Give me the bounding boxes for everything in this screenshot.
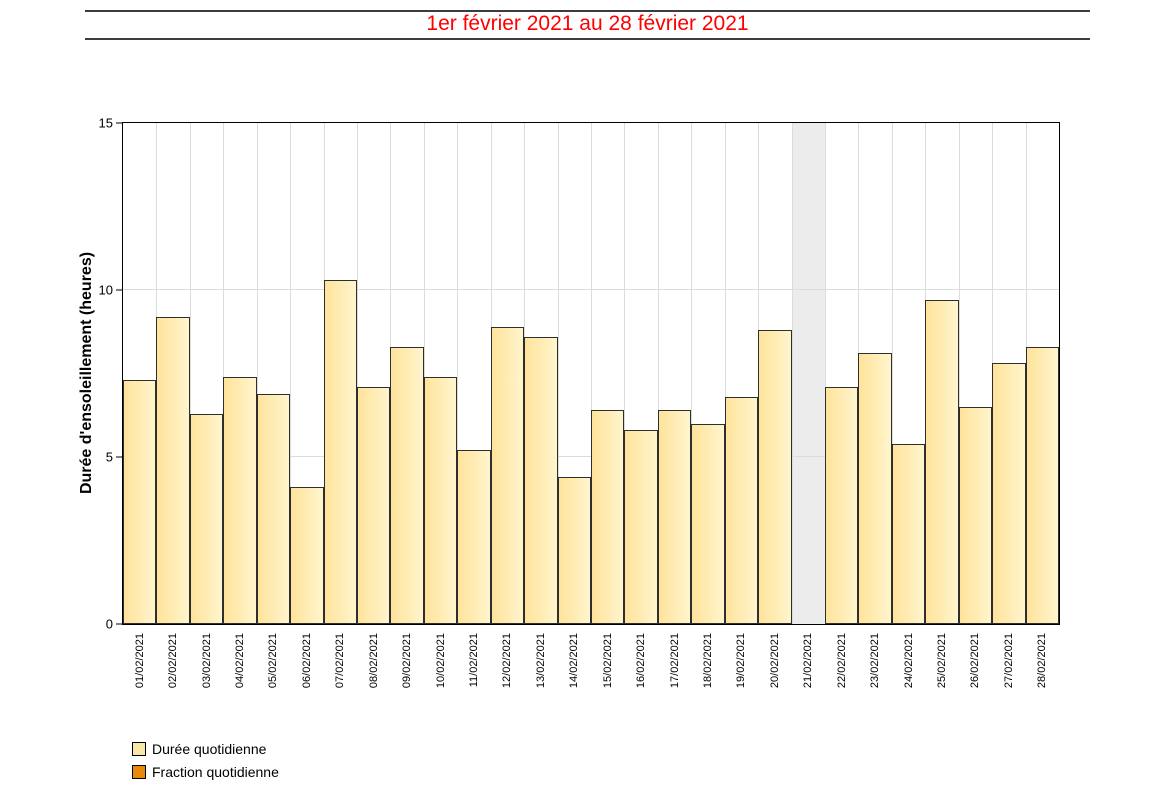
x-axis-tick-label: 28/02/2021 [1036,633,1049,689]
x-axis-tick-label: 17/02/2021 [668,633,681,689]
bar-duree-quotidienne [825,386,859,624]
bar-duree-quotidienne [357,386,391,624]
x-axis-tick-label: 25/02/2021 [936,633,948,689]
vertical-gridline [657,123,659,624]
bar-duree-quotidienne [858,353,892,624]
bar-duree-quotidienne [423,376,458,624]
header-top-rule [85,10,1090,12]
plot-area: 0 5 10 15 01/02/2021 02/02/2021 03/02/2021 04/0… [99,117,1060,688]
bar-duree-quotidienne [390,346,424,624]
x-axis-tick-label: 27/02/2021 [1002,633,1015,689]
vertical-gridline [624,123,626,624]
legend-label-duree-quotidienne: Durée quotidienne [152,741,267,757]
fraction-quotidienne-swatch [132,765,146,779]
vertical-gridline [290,123,292,624]
legend-item-fraction-quotidienne: Fraction quotidienne [132,765,279,779]
y-axis-tick-label: 0 [105,616,113,632]
bar-duree-quotidienne [925,300,959,624]
x-axis-tick-label: 03/02/2021 [200,633,213,689]
vertical-gridline [189,123,191,624]
x-axis-tick-label: 11/02/2021 [468,633,480,688]
duree-quotidienne-swatch [132,742,146,756]
x-axis-tick-label: 10/02/2021 [434,633,447,689]
bar-duree-quotidienne [123,380,157,624]
vertical-gridline [825,123,826,624]
x-axis-tick-label: 21/02/2021 [802,633,815,689]
bar-duree-quotidienne [490,326,525,624]
bar-duree-quotidienne [323,279,357,624]
x-axis-tick-label: 08/02/2021 [367,633,380,689]
bar-duree-quotidienne [992,363,1026,624]
vertical-gridline [357,123,358,624]
x-axis-tick-label: 04/02/2021 [234,633,246,689]
y-axis-tick-label: 10 [98,282,113,298]
x-axis-tick-label: 15/02/2021 [601,633,614,689]
x-axis-tick-label: 05/02/2021 [267,633,280,689]
horizontal-gridline [123,289,1059,290]
bar-duree-quotidienne [624,430,658,624]
bar-duree-quotidienne [758,330,792,624]
bar-duree-quotidienne [189,413,224,624]
bar-duree-quotidienne [457,450,491,624]
legend-item-duree-quotidienne: Durée quotidienne [132,742,279,756]
chart-legend: Durée quotidienne Fraction quotidienne [132,742,279,788]
x-axis-tick-label: 18/02/2021 [702,633,714,689]
y-axis-tick [116,122,123,124]
x-axis-tick-label: 14/02/2021 [568,633,581,689]
page-title: 1er février 2021 au 28 février 2021 [426,12,749,35]
vertical-gridline [691,123,693,624]
vertical-gridline [557,123,559,624]
bar-duree-quotidienne [891,443,926,624]
vertical-gridline [791,123,793,624]
legend-label-fraction-quotidienne: Fraction quotidienne [152,764,279,780]
vertical-gridline [457,123,459,624]
x-axis-tick-label: 06/02/2021 [300,633,313,689]
bar-duree-quotidienne [591,410,625,624]
vertical-gridline [958,123,960,624]
x-axis-tick-label: 13/02/2021 [534,633,547,689]
bar-duree-quotidienne [724,396,759,624]
vertical-gridline [423,123,425,624]
x-axis-tick-label: 19/02/2021 [735,633,748,689]
y-axis-tick-label: 5 [105,449,113,465]
y-axis-tick-label: 15 [98,115,113,131]
x-axis-tick-label: 01/02/2021 [133,633,146,689]
vertical-gridline [256,123,258,624]
x-axis-tick-label: 26/02/2021 [969,633,982,689]
x-axis-tick-label: 23/02/2021 [869,633,882,689]
x-axis-tick-label: 07/02/2021 [334,633,347,689]
x-axis-tick-label: 16/02/2021 [635,633,648,689]
vertical-gridline [724,123,726,624]
bar-duree-quotidienne [256,393,291,624]
vertical-gridline [891,123,893,624]
bar-duree-quotidienne [958,406,993,624]
bar-duree-quotidienne [156,316,190,624]
y-axis-tick [116,289,123,291]
bar-duree-quotidienne [1025,346,1059,624]
bar-duree-quotidienne [557,477,591,624]
bar-duree-quotidienne [524,336,558,624]
missing-data-band [791,123,825,624]
y-axis-title: Durée d'ensoleillement (heures) [78,251,95,495]
x-axis-tick-label: 12/02/2021 [501,633,514,689]
bar-duree-quotidienne [657,410,692,624]
bar-duree-quotidienne [290,487,324,624]
y-axis-tick [116,456,123,458]
x-axis-tick-label: 24/02/2021 [902,633,915,689]
x-axis-tick-label: 20/02/2021 [768,633,781,689]
header-bottom-rule [85,38,1090,40]
x-axis-tick-label: 09/02/2021 [401,633,414,689]
bar-duree-quotidienne [223,376,257,624]
vertical-gridline [223,123,225,624]
x-axis-tick-label: 02/02/2021 [167,633,180,689]
x-axis-tick-label: 22/02/2021 [835,633,848,689]
vertical-gridline [591,123,592,624]
bar-duree-quotidienne [691,423,725,624]
y-axis-tick [116,623,123,625]
